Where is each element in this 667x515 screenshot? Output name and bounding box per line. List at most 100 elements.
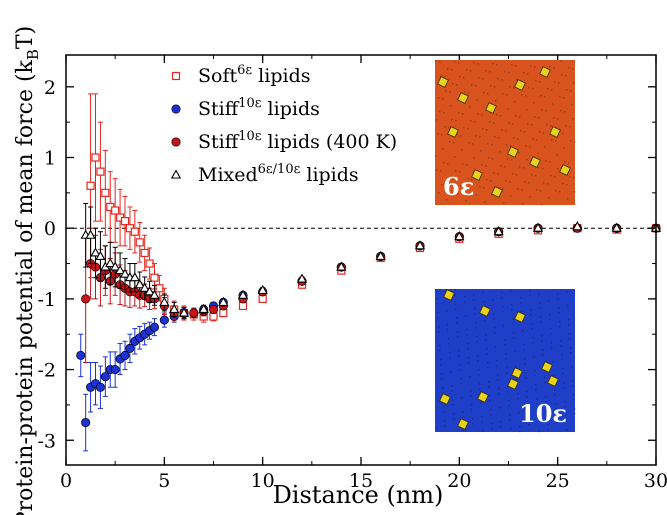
inset-texture <box>440 75 442 77</box>
inset-texture <box>565 415 567 417</box>
inset-texture <box>527 73 529 75</box>
inset-texture <box>467 178 469 180</box>
inset-texture <box>524 363 526 365</box>
inset-texture <box>490 409 492 411</box>
inset-texture <box>512 318 514 320</box>
inset-texture <box>565 420 567 422</box>
inset-texture <box>524 131 526 133</box>
inset-texture <box>523 349 525 351</box>
inset-texture <box>540 316 542 318</box>
inset-texture <box>467 128 469 130</box>
inset-texture <box>555 190 557 192</box>
inset-texture <box>532 88 534 90</box>
inset-texture <box>508 400 510 402</box>
inset-texture <box>477 63 479 65</box>
inset-texture <box>458 62 460 64</box>
inset-texture <box>517 393 519 395</box>
inset-texture <box>472 418 474 420</box>
inset-texture <box>454 294 456 296</box>
protein-particle <box>437 76 449 88</box>
inset-texture <box>515 365 517 367</box>
inset-texture <box>544 96 546 98</box>
inset-texture <box>444 126 446 128</box>
data-point <box>159 296 170 306</box>
data-point <box>150 273 159 282</box>
inset-texture <box>444 420 446 422</box>
inset-texture <box>449 352 451 354</box>
inset-texture <box>458 350 460 352</box>
inset-snapshot-1: 10ε <box>435 289 576 433</box>
y-tick-label: -2 <box>37 360 56 382</box>
inset-texture <box>537 417 539 419</box>
inset-texture <box>574 141 576 143</box>
inset-texture <box>547 88 549 90</box>
inset-texture <box>435 155 437 157</box>
inset-texture <box>543 182 545 184</box>
inset-texture <box>440 364 442 366</box>
inset-texture <box>571 366 573 368</box>
inset-texture <box>516 379 518 381</box>
inset-texture <box>566 291 568 293</box>
inset-texture <box>499 151 501 153</box>
inset-texture <box>438 192 440 194</box>
inset-texture <box>462 113 464 115</box>
data-point <box>218 296 229 306</box>
inset-texture <box>439 61 441 63</box>
inset-texture <box>510 428 512 430</box>
inset-texture <box>486 348 488 350</box>
inset-texture <box>563 97 565 99</box>
inset-texture <box>555 408 557 410</box>
inset-texture <box>572 118 574 120</box>
data-point <box>76 350 86 360</box>
inset-texture <box>459 369 461 371</box>
inset-texture <box>441 134 443 136</box>
data-point <box>101 188 110 197</box>
inset-texture <box>569 126 571 128</box>
inset-texture <box>470 120 472 122</box>
inset-texture <box>518 152 520 154</box>
inset-texture <box>547 183 549 185</box>
inset-texture <box>481 421 483 423</box>
inset-texture <box>453 413 455 415</box>
inset-texture <box>562 368 564 370</box>
data-point <box>81 418 91 428</box>
inset-texture <box>566 89 568 91</box>
inset-texture <box>560 110 562 112</box>
inset-texture <box>479 388 481 390</box>
protein-particle <box>447 126 459 138</box>
inset-texture <box>496 114 498 116</box>
inset-texture <box>556 154 558 156</box>
inset-texture <box>569 333 571 335</box>
inset-texture <box>573 177 575 179</box>
inset-texture <box>498 393 500 395</box>
protein-particle <box>457 92 469 104</box>
inset-texture <box>455 120 457 122</box>
inset-texture <box>446 310 448 312</box>
x-tick-label: 0 <box>60 470 72 492</box>
inset-texture <box>523 72 525 74</box>
inset-texture <box>508 405 510 407</box>
data-point <box>125 343 135 353</box>
inset-texture <box>529 196 531 198</box>
inset-texture <box>502 311 504 313</box>
inset-texture <box>532 342 534 344</box>
inset-texture <box>512 323 514 325</box>
inset-texture <box>502 93 504 95</box>
protein-particle <box>443 289 455 301</box>
inset-texture <box>554 389 556 391</box>
inset-texture <box>502 188 504 190</box>
inset-texture <box>443 406 445 408</box>
inset-texture <box>526 391 528 393</box>
inset-texture <box>458 355 460 357</box>
inset-texture <box>476 336 478 338</box>
data-point <box>336 261 347 271</box>
inset-texture <box>466 334 468 336</box>
inset-texture <box>443 162 445 164</box>
inset-texture <box>543 132 545 134</box>
inset-texture <box>559 321 561 323</box>
inset-texture <box>523 167 525 169</box>
inset-texture <box>476 194 478 196</box>
inset-texture <box>536 139 538 141</box>
inset-texture <box>487 367 489 369</box>
inset-texture <box>482 128 484 130</box>
